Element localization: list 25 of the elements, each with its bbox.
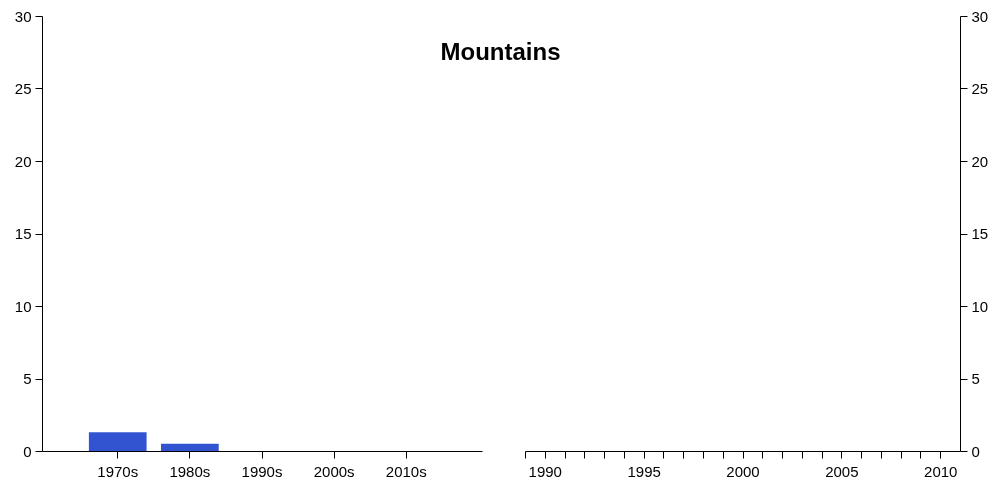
y-tick-label: 25 — [971, 80, 989, 97]
x-tick-label: 1995 — [627, 462, 661, 480]
x-tick-label: 1970s — [97, 462, 139, 480]
y-tick-label: 20 — [14, 152, 32, 170]
x-tick-label: 2000 — [726, 462, 760, 480]
y-tick-label: 15 — [971, 225, 989, 242]
x-tick-label: 1990s — [241, 462, 283, 480]
x-tick-label: 2010s — [385, 462, 427, 480]
text: Mountains — [439, 38, 562, 66]
y-tick-label: 30 — [971, 7, 989, 25]
y-tick-label: 30 — [14, 7, 32, 25]
y-tick-label: 10 — [971, 297, 989, 315]
y-tick-label: 10 — [14, 297, 32, 315]
y-tick-label: 15 — [14, 225, 32, 242]
y-tick-label: 20 — [971, 152, 989, 170]
x-tick-label: 2000s — [313, 462, 355, 480]
x-tick-label: 2005 — [825, 462, 859, 480]
y-tick-label: 0 — [23, 442, 32, 460]
x-tick-label: 1990 — [528, 462, 562, 480]
y-tick-label: 0 — [971, 442, 980, 460]
y-tick-label: 5 — [23, 370, 32, 387]
x-tick-label: 1980s — [169, 462, 211, 480]
y-tick-label: 5 — [971, 370, 980, 387]
x-tick-label: 2010 — [924, 462, 958, 480]
y-tick-label: 25 — [14, 80, 32, 97]
